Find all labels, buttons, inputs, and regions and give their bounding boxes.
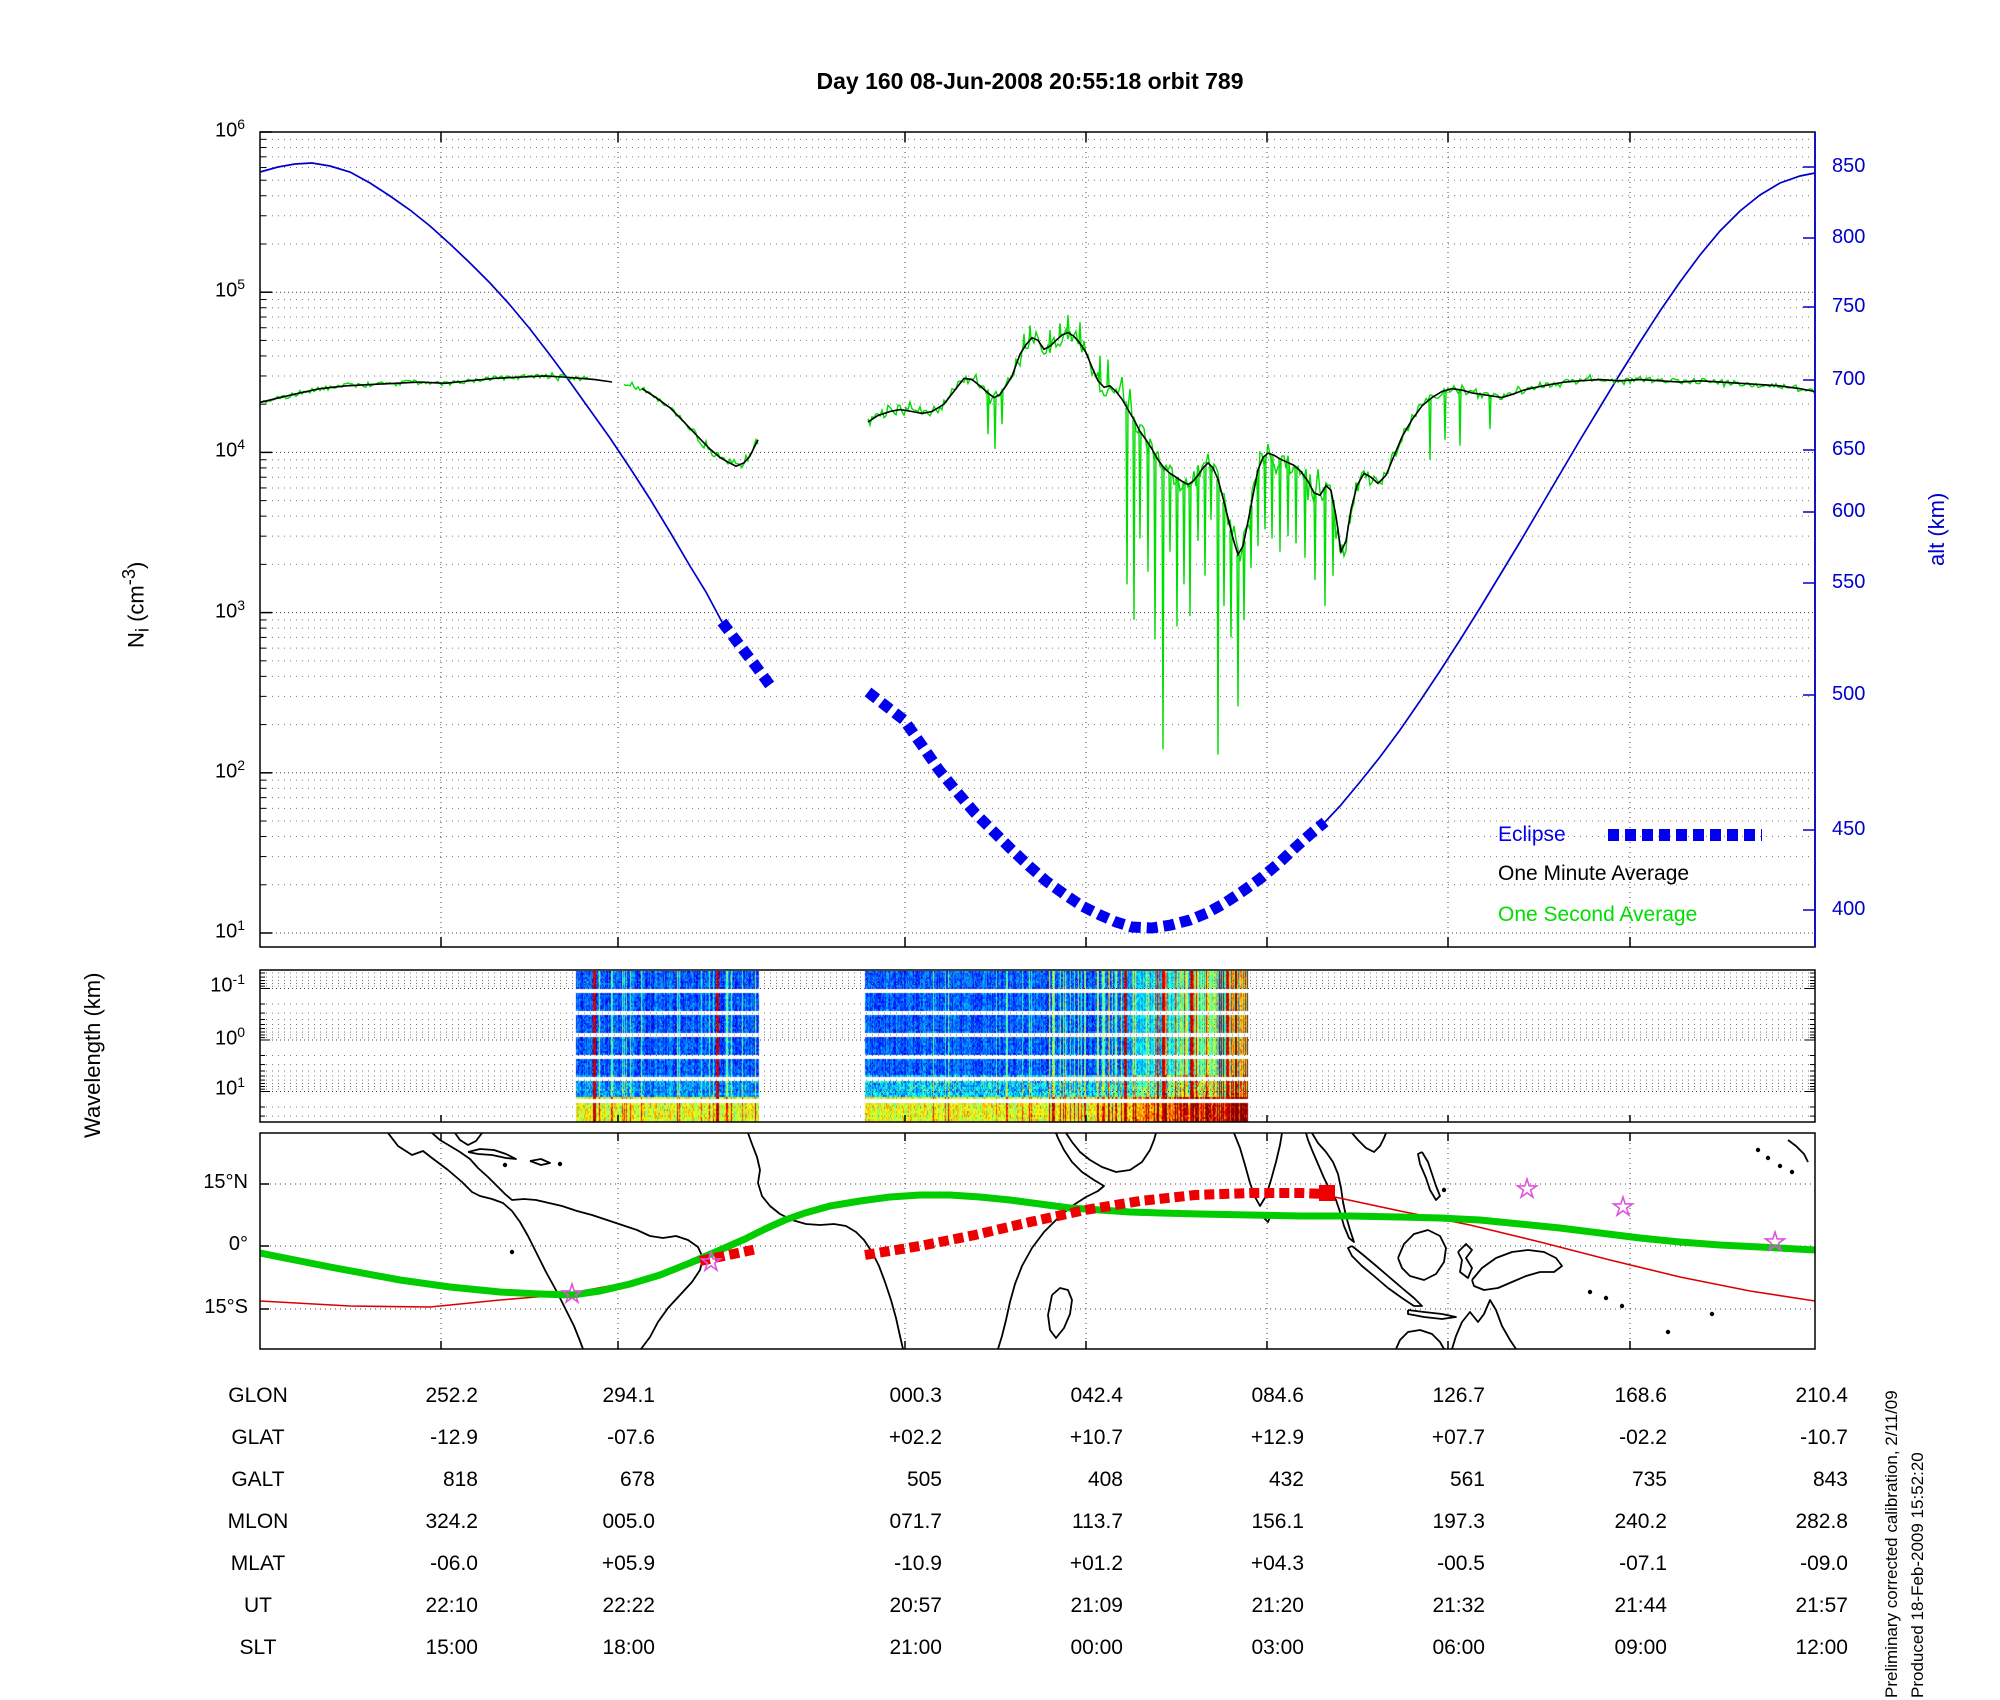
alt-tick-550: 550 (1832, 571, 1866, 593)
table-cell-GALT-7: 843 (1812, 1468, 1848, 1491)
alt-tick-400: 400 (1832, 898, 1866, 920)
table-cell-MLAT-3: +01.2 (1069, 1552, 1123, 1575)
table-cell-MLON-5: 197.3 (1432, 1510, 1485, 1533)
table-row-label-GLAT: GLAT (231, 1426, 285, 1449)
alt-tick-650: 650 (1832, 438, 1866, 460)
alt-tick-700: 700 (1832, 368, 1866, 390)
lat-label-0: 0° (228, 1233, 248, 1255)
table-cell-MLON-1: 005.0 (602, 1510, 655, 1533)
density-tick-10e6: 106 (214, 116, 245, 142)
table-cell-UT-4: 21:20 (1251, 1594, 1304, 1617)
table-cell-UT-0: 22:10 (425, 1594, 478, 1617)
alt-tick-450: 450 (1832, 818, 1866, 840)
density-tick-10e5: 105 (214, 276, 245, 302)
table-row-label-SLT: SLT (239, 1636, 277, 1659)
table-cell-MLON-6: 240.2 (1614, 1510, 1667, 1533)
table-row-label-MLON: MLON (227, 1510, 289, 1533)
table-cell-MLAT-6: -07.1 (1619, 1552, 1667, 1575)
table-row-label-MLAT: MLAT (230, 1552, 286, 1575)
alt-tick-850: 850 (1832, 155, 1866, 177)
table-cell-UT-2: 20:57 (889, 1594, 942, 1617)
table-cell-GLAT-2: +02.2 (888, 1426, 942, 1449)
density-tick-10e4: 104 (214, 436, 245, 462)
alt-tick-600: 600 (1832, 500, 1866, 522)
table-cell-UT-1: 22:22 (602, 1594, 655, 1617)
table-cell-SLT-1: 18:00 (602, 1636, 655, 1659)
table-cell-GLON-6: 168.6 (1614, 1384, 1667, 1407)
wavelength-tick-10e-1: 10-1 (210, 971, 245, 997)
legend-one-second-average: One Second Average (1498, 903, 1698, 926)
credit-line-2: Produced 18-Feb-2009 15:52:20 (1908, 1452, 1927, 1698)
table-cell-GLON-4: 084.6 (1251, 1384, 1304, 1407)
table-cell-UT-5: 21:32 (1432, 1594, 1485, 1617)
table-cell-GALT-2: 505 (906, 1468, 942, 1491)
table-cell-SLT-5: 06:00 (1432, 1636, 1485, 1659)
table-cell-SLT-6: 09:00 (1614, 1636, 1667, 1659)
table-cell-SLT-3: 00:00 (1070, 1636, 1123, 1659)
table-cell-GLAT-0: -12.9 (430, 1426, 478, 1449)
page-title: Day 160 08-Jun-2008 20:55:18 orbit 789 (816, 68, 1244, 94)
alt-axis-label: alt (km) (1924, 492, 1949, 566)
table-row-label-UT: UT (244, 1594, 272, 1617)
table-cell-MLAT-0: -06.0 (430, 1552, 478, 1575)
table-cell-GLON-7: 210.4 (1795, 1384, 1848, 1407)
lat-label-15S: 15°S (204, 1296, 248, 1318)
table-cell-UT-3: 21:09 (1070, 1594, 1123, 1617)
alt-tick-750: 750 (1832, 295, 1866, 317)
table-cell-MLON-7: 282.8 (1795, 1510, 1848, 1533)
table-cell-GALT-6: 735 (1631, 1468, 1667, 1491)
table-cell-GLAT-3: +10.7 (1069, 1426, 1123, 1449)
wavelength-axis-label: Wavelength (km) (80, 972, 105, 1138)
table-cell-UT-7: 21:57 (1795, 1594, 1848, 1617)
wavelength-tick-10e1: 101 (214, 1074, 245, 1100)
table-cell-MLON-3: 113.7 (1072, 1510, 1123, 1533)
legend-one-minute-average: One Minute Average (1498, 862, 1690, 885)
table-cell-GALT-5: 561 (1449, 1468, 1485, 1491)
table-cell-GLON-5: 126.7 (1432, 1384, 1485, 1407)
table-cell-GALT-1: 678 (619, 1468, 655, 1491)
table-cell-GLON-3: 042.4 (1070, 1384, 1123, 1407)
table-cell-MLAT-4: +04.3 (1250, 1552, 1304, 1575)
density-tick-10e2: 102 (214, 757, 245, 783)
table-cell-UT-6: 21:44 (1614, 1594, 1667, 1617)
table-cell-GALT-0: 818 (442, 1468, 478, 1491)
density-axis-label: Ni (cm-3) (118, 561, 153, 648)
table-cell-GLAT-4: +12.9 (1250, 1426, 1304, 1449)
table-row-label-GLON: GLON (228, 1384, 288, 1407)
alt-tick-500: 500 (1832, 683, 1866, 705)
wavelength-spectrogram (261, 971, 1814, 1122)
wavelength-tick-10e0: 100 (214, 1024, 245, 1050)
table-cell-SLT-2: 21:00 (889, 1636, 942, 1659)
table-cell-GLAT-1: -07.6 (607, 1426, 655, 1449)
legend-eclipse: Eclipse (1498, 823, 1566, 846)
table-cell-SLT-4: 03:00 (1251, 1636, 1304, 1659)
alt-tick-800: 800 (1832, 226, 1866, 248)
table-cell-GLAT-5: +07.7 (1431, 1426, 1485, 1449)
table-cell-MLON-4: 156.1 (1251, 1510, 1304, 1533)
density-tick-10e3: 103 (214, 597, 245, 623)
lat-label-15N: 15°N (203, 1171, 248, 1193)
table-cell-MLAT-7: -09.0 (1800, 1552, 1848, 1575)
table-cell-SLT-7: 12:00 (1795, 1636, 1848, 1659)
table-cell-MLAT-1: +05.9 (601, 1552, 655, 1575)
table-cell-SLT-0: 15:00 (425, 1636, 478, 1659)
table-cell-MLON-2: 071.7 (889, 1510, 942, 1533)
table-row-label-GALT: GALT (231, 1468, 285, 1491)
density-tick-10e1: 101 (214, 917, 245, 943)
table-cell-MLAT-2: -10.9 (894, 1552, 942, 1575)
table-cell-MLON-0: 324.2 (425, 1510, 478, 1533)
table-cell-GLAT-7: -10.7 (1800, 1426, 1848, 1449)
table-cell-GLON-2: 000.3 (889, 1384, 942, 1407)
credit-line-1: Preliminary corrected calibration, 2/11/… (1882, 1390, 1901, 1698)
table-cell-GLON-0: 252.2 (425, 1384, 478, 1407)
table-cell-GLON-1: 294.1 (602, 1384, 655, 1407)
table-cell-GLAT-6: -02.2 (1619, 1426, 1667, 1449)
table-cell-MLAT-5: -00.5 (1437, 1552, 1485, 1575)
table-cell-GALT-3: 408 (1087, 1468, 1123, 1491)
table-cell-GALT-4: 432 (1268, 1468, 1304, 1491)
